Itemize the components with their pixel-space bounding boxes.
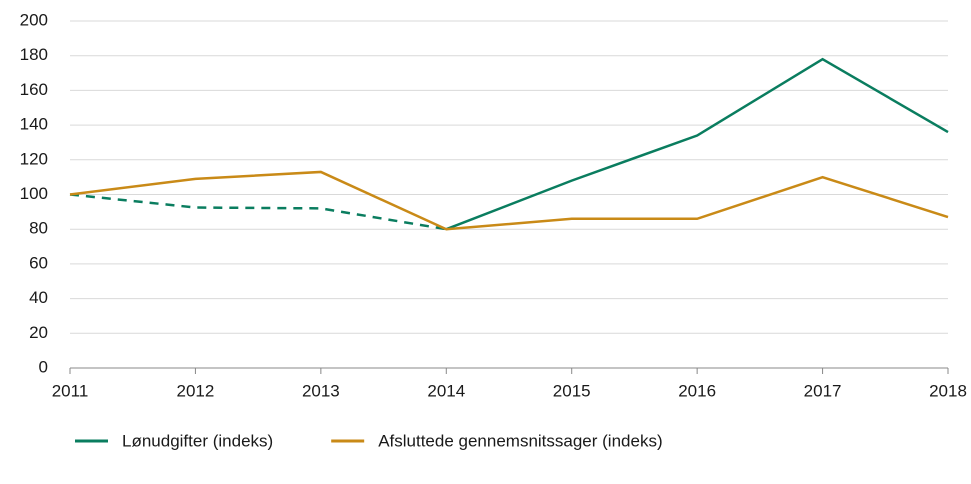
series-line bbox=[69, 193, 447, 231]
y-tick-label: 60 bbox=[29, 253, 48, 272]
x-tick-label: 2012 bbox=[177, 381, 215, 400]
y-tick-label: 140 bbox=[20, 115, 48, 134]
y-tick-label: 160 bbox=[20, 80, 48, 99]
legend-label: Afsluttede gennemsnitssager (indeks) bbox=[378, 431, 662, 450]
y-tick-label: 80 bbox=[29, 219, 48, 238]
x-tick-label: 2013 bbox=[302, 381, 340, 400]
y-tick-label: 120 bbox=[20, 149, 48, 168]
y-tick-label: 180 bbox=[20, 45, 48, 64]
x-tick-label: 2011 bbox=[52, 381, 89, 400]
series-line bbox=[69, 170, 949, 231]
y-tick-label: 40 bbox=[29, 288, 48, 307]
series-line bbox=[445, 57, 949, 231]
x-tick-label: 2018 bbox=[929, 381, 967, 400]
x-tick-label: 2015 bbox=[553, 381, 591, 400]
legend-label: Lønudgifter (indeks) bbox=[122, 431, 273, 450]
x-tick-label: 2017 bbox=[804, 381, 842, 400]
y-tick-label: 100 bbox=[20, 184, 48, 203]
x-tick-label: 2014 bbox=[427, 381, 465, 400]
x-tick-label: 2016 bbox=[678, 381, 716, 400]
y-tick-label: 0 bbox=[39, 357, 48, 376]
y-tick-label: 20 bbox=[29, 323, 48, 342]
y-tick-label: 200 bbox=[20, 10, 48, 29]
